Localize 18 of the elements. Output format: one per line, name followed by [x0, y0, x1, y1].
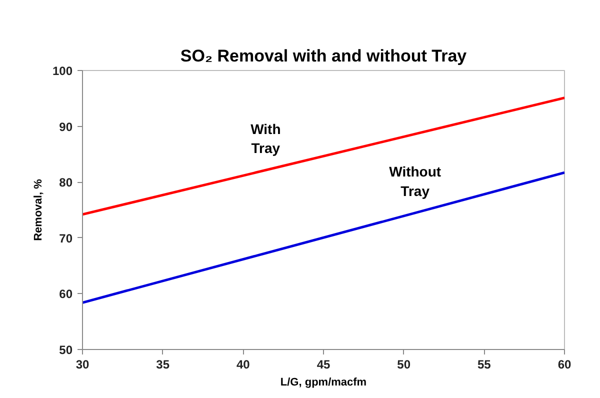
y-tick-label: 70	[59, 231, 73, 246]
chart-title: SO₂ Removal with and without Tray	[180, 46, 468, 66]
series-label: Without Tray	[389, 164, 442, 199]
x-tick-label: 40	[236, 358, 250, 372]
x-tick-label: 55	[477, 358, 492, 372]
y-axis-title: Removal, %	[32, 178, 44, 241]
x-tick-label: 30	[76, 358, 90, 372]
x-tick-label: 60	[558, 358, 572, 372]
x-tick-label: 35	[156, 358, 170, 372]
y-tick-label: 50	[59, 343, 73, 357]
y-tick-label: 90	[59, 120, 73, 134]
x-tick-label: 45	[316, 358, 330, 372]
y-tick-label: 80	[59, 176, 73, 190]
series-label: With Tray	[250, 120, 281, 156]
x-tick-label: 50	[397, 358, 411, 372]
y-tick-label: 100	[52, 64, 73, 78]
y-tick-label: 60	[59, 287, 73, 302]
x-axis-title: L/G, gpm/macfm	[280, 376, 367, 388]
